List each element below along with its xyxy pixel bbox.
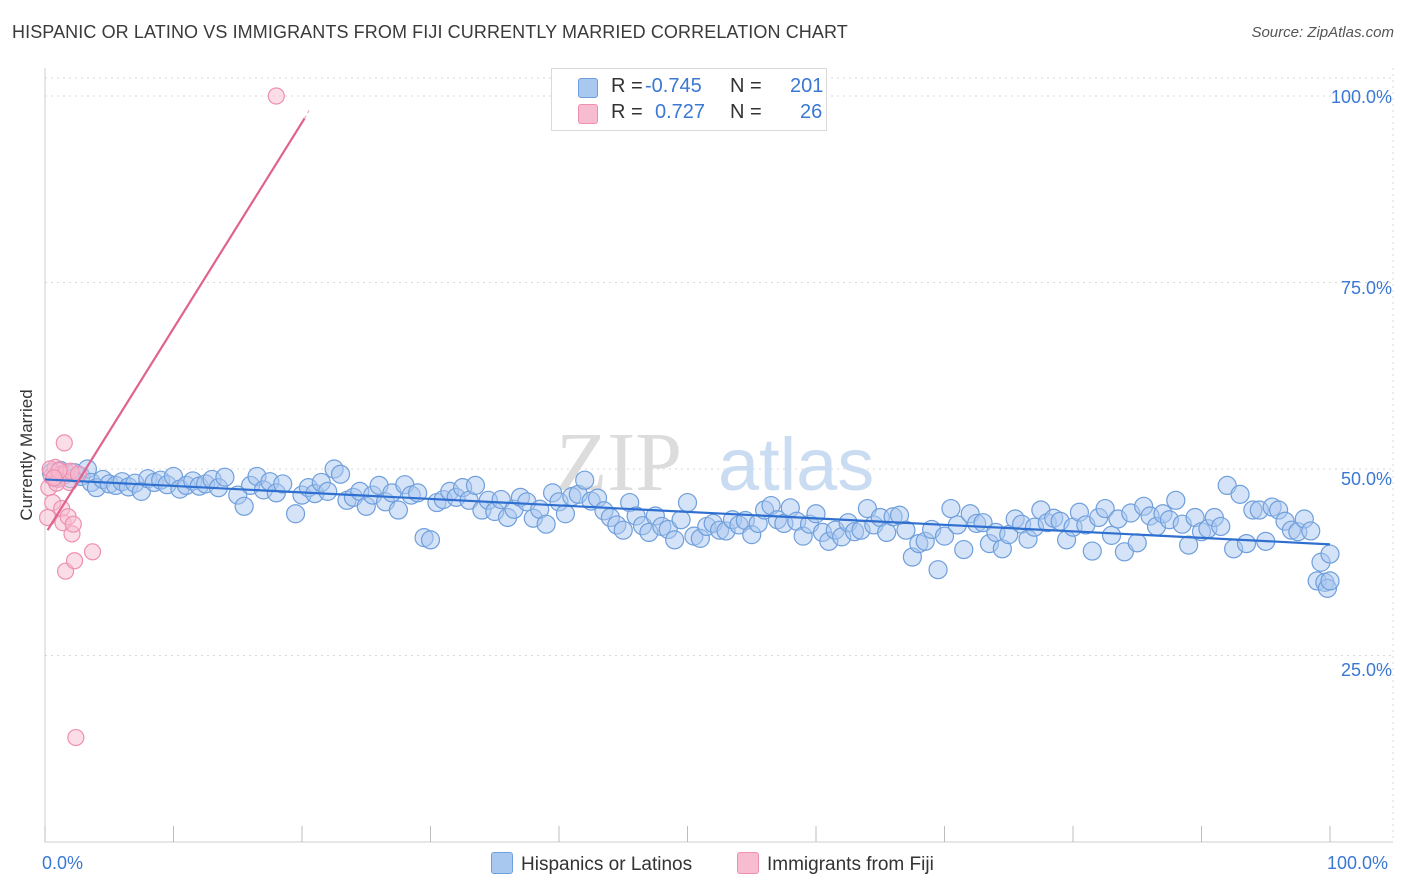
source-label: Source: ZipAtlas.com bbox=[1251, 24, 1394, 41]
hispanics-trend-line bbox=[44, 478, 1331, 546]
y-tick-label-75: 75.0% bbox=[1340, 278, 1392, 298]
x-tick-label-max: 100.0% bbox=[1327, 853, 1389, 873]
watermark-atlas: atlas bbox=[718, 423, 874, 506]
hispanics-point bbox=[934, 526, 955, 546]
legend-swatch-hispanics bbox=[578, 78, 598, 98]
hispanics-point bbox=[613, 520, 633, 540]
hispanics-point bbox=[285, 504, 306, 524]
watermark: ZIP atlas bbox=[556, 416, 874, 509]
y-tick-label-25: 25.0% bbox=[1340, 660, 1392, 680]
fiji-point bbox=[55, 434, 73, 452]
hispanics-point bbox=[388, 500, 408, 520]
hispanics-point bbox=[215, 467, 235, 487]
hispanics-point bbox=[1166, 490, 1186, 510]
hispanics-point bbox=[575, 470, 595, 490]
hispanics-point bbox=[234, 496, 254, 516]
hispanics-point bbox=[954, 539, 974, 560]
bottom-legend-swatch-fiji bbox=[737, 852, 759, 874]
hispanics-point bbox=[465, 475, 486, 496]
hispanics-point bbox=[1236, 533, 1257, 554]
fiji-point bbox=[45, 469, 63, 487]
hispanics-point bbox=[1095, 498, 1115, 519]
trend-lines bbox=[44, 109, 1331, 546]
hispanics-point bbox=[677, 492, 698, 513]
hispanics-point bbox=[928, 560, 948, 580]
fiji-trend-extension bbox=[304, 109, 311, 119]
series-fiji-points bbox=[38, 87, 285, 747]
legend-r-value: -0.745 bbox=[645, 75, 702, 97]
chart-title: HISPANIC OR LATINO VS IMMIGRANTS FROM FI… bbox=[12, 22, 848, 42]
fiji-point bbox=[64, 515, 82, 533]
hispanics-point bbox=[273, 474, 293, 494]
hispanics-point bbox=[491, 489, 511, 510]
bottom-legend-label-hispanics: Hispanics or Latinos bbox=[521, 854, 693, 875]
legend-r-label: R = bbox=[611, 101, 643, 123]
x-tick-label-min: 0.0% bbox=[42, 853, 84, 873]
bottom-legend-fiji: Immigrants from Fiji bbox=[737, 852, 934, 876]
hispanics-point bbox=[1230, 484, 1250, 504]
stats-legend: R = -0.745 N = 201 R = 0.727 N = 26 bbox=[551, 68, 827, 131]
hispanics-point bbox=[665, 530, 685, 550]
hispanics-point bbox=[1320, 544, 1340, 564]
bottom-legend-hispanics: Hispanics or Latinos bbox=[491, 852, 692, 876]
hispanics-point bbox=[536, 514, 556, 534]
hispanics-point bbox=[1127, 533, 1147, 553]
fiji-point bbox=[67, 728, 85, 747]
bottom-legend-swatch-hispanics bbox=[491, 852, 513, 874]
hispanics-point bbox=[671, 510, 691, 530]
hispanics-point bbox=[330, 464, 351, 484]
axes bbox=[44, 68, 1393, 843]
fiji-point bbox=[83, 543, 102, 561]
fiji-point bbox=[267, 87, 285, 105]
y-axis-label: Currently Married bbox=[17, 389, 36, 521]
hispanics-point bbox=[896, 520, 916, 540]
series-hispanics-points bbox=[41, 459, 1340, 598]
legend-n-label: N = bbox=[730, 75, 762, 97]
hispanics-point bbox=[941, 498, 961, 519]
hispanics-point bbox=[318, 481, 338, 501]
fiji-trend-line bbox=[46, 117, 306, 531]
hispanics-point bbox=[1101, 525, 1122, 545]
legend-n-value: 201 bbox=[790, 75, 824, 97]
hispanics-point bbox=[1211, 516, 1231, 537]
legend-r-label: R = bbox=[611, 75, 643, 97]
hispanics-point bbox=[1301, 521, 1321, 541]
legend-swatch-fiji bbox=[578, 104, 598, 124]
fiji-point bbox=[65, 552, 84, 570]
hispanics-point bbox=[806, 504, 826, 524]
y-tick-label-100: 100.0% bbox=[1330, 87, 1392, 107]
y-tick-label-50: 50.0% bbox=[1340, 469, 1392, 489]
hispanics-point bbox=[1179, 535, 1199, 555]
legend-n-label: N = bbox=[730, 101, 762, 123]
legend-n-value: 26 bbox=[800, 101, 823, 123]
hispanics-point bbox=[1082, 541, 1102, 561]
hispanics-point bbox=[420, 530, 441, 550]
bottom-legend-label-fiji: Immigrants from Fiji bbox=[767, 854, 934, 875]
hispanics-point bbox=[1320, 571, 1340, 591]
legend-r-value: 0.727 bbox=[655, 101, 706, 123]
hispanics-point bbox=[555, 504, 576, 524]
